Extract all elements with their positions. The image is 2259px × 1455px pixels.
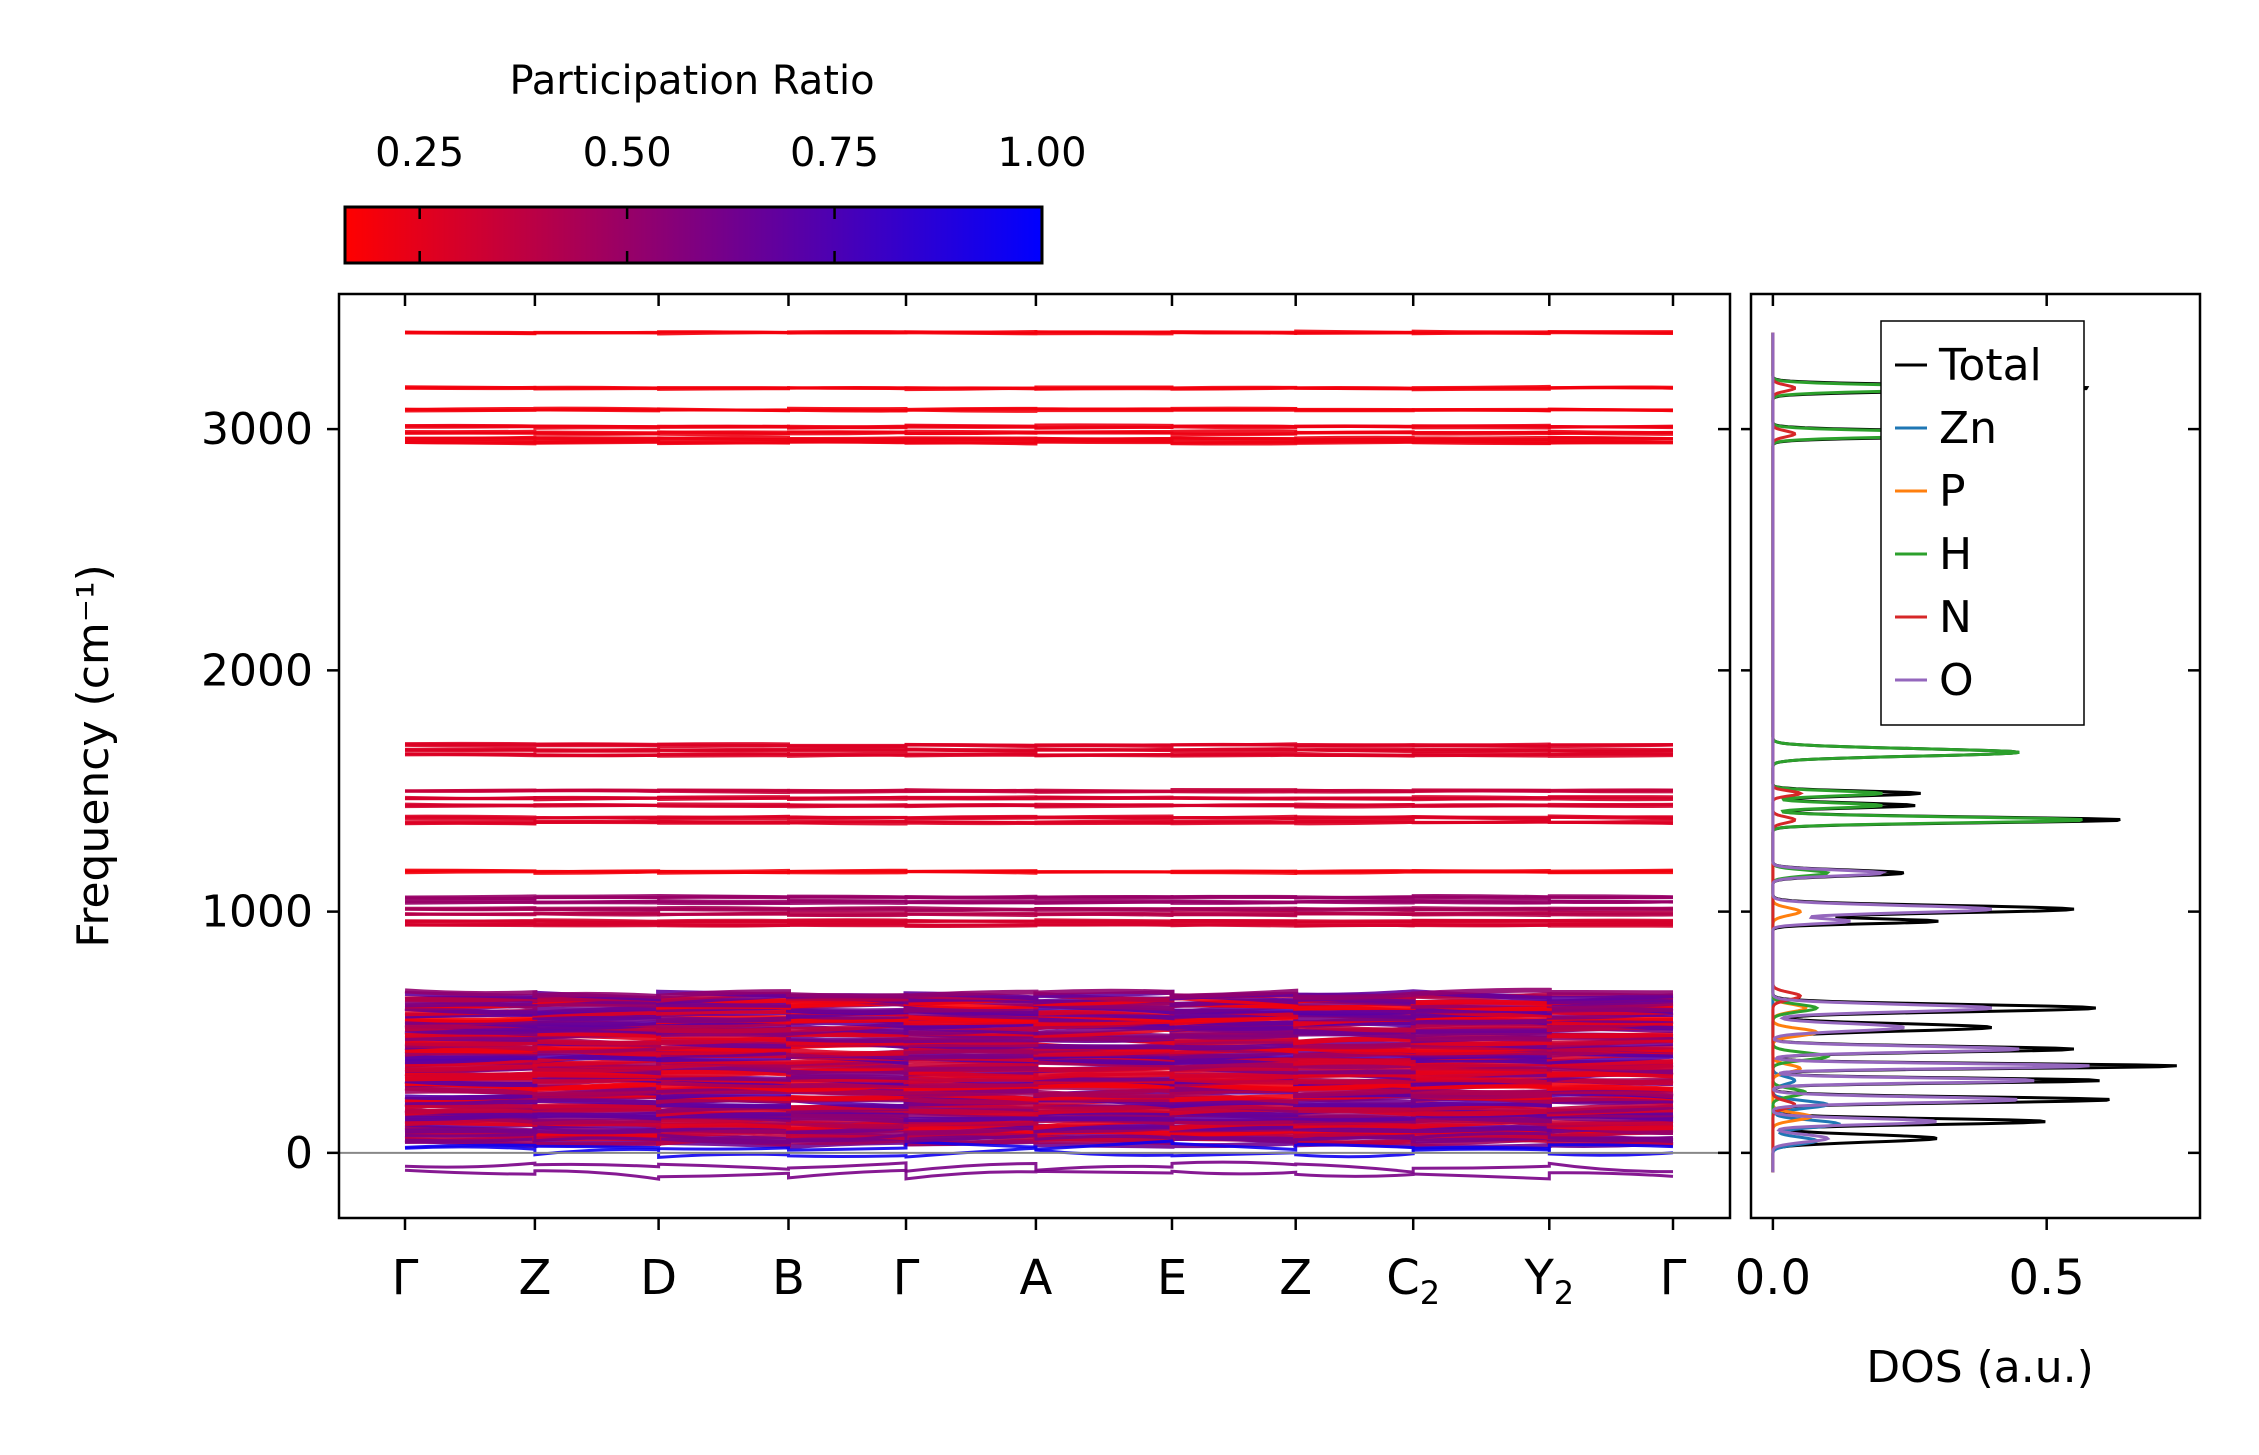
kpoint-label: C2	[1386, 1250, 1440, 1312]
dos-curve-p	[1771, 332, 1820, 1173]
band-structure-panel: 0 1000 2000 3000 Γ Z D B Γ A E Z C2 Y2 Γ Frequency (c…	[68, 292, 1732, 1312]
kpoint-label: Z	[1279, 1250, 1312, 1306]
dos-frequency-ticks	[1741, 427, 2200, 1155]
phonon-band	[404, 741, 1674, 747]
kpoint-label: E	[1157, 1250, 1187, 1306]
phonon-band	[404, 906, 1674, 911]
dos-tick-label: 0.0	[1735, 1250, 1811, 1306]
phonon-band	[404, 910, 1674, 916]
colorbar-tick-labels: 0.25 0.50 0.75 1.00	[375, 130, 1086, 176]
dos-plot-frame	[1749, 292, 2202, 1220]
phonon-band	[404, 802, 1674, 808]
phonon-band	[404, 751, 1674, 757]
phonon-band	[404, 787, 1674, 793]
phonon-band	[404, 423, 1674, 429]
phonon-band	[404, 868, 1674, 874]
phonon-band	[404, 987, 1674, 1000]
colorbar-tick-label: 0.75	[790, 130, 879, 176]
legend-label-o: O	[1939, 655, 1974, 706]
dos-axis-label: DOS (a.u.)	[1866, 1342, 2094, 1393]
phonon-band	[404, 898, 1674, 904]
legend-label-h: H	[1939, 529, 1972, 580]
frequency-axis-ticks: 0 1000 2000 3000	[201, 404, 1730, 1179]
dos-curves	[1771, 332, 2177, 1173]
frequency-tick-label: 1000	[201, 887, 313, 938]
frequency-tick-label: 2000	[201, 645, 313, 696]
frequency-tick-label: 3000	[201, 404, 313, 455]
phonon-band	[404, 1139, 1674, 1152]
colorbar-gradient	[343, 205, 1044, 265]
phonon-band	[404, 429, 1674, 435]
phonon-band	[404, 921, 1674, 927]
dos-axis-ticks: 0.0 0.5	[1735, 294, 2085, 1306]
kpoint-label: Z	[518, 1250, 551, 1306]
colorbar-label: Participation Ratio	[509, 58, 874, 104]
phonon-band	[404, 918, 1674, 924]
legend-label-n: N	[1939, 592, 1972, 643]
phonon-band	[404, 795, 1674, 801]
phonon-band	[404, 893, 1674, 899]
phonon-band	[404, 406, 1674, 412]
legend-frame	[1880, 320, 2085, 726]
legend-label-p: P	[1939, 466, 1966, 517]
colorbar-ticks	[418, 207, 836, 263]
phonon-band	[404, 435, 1674, 441]
dos-curve-zn	[1771, 332, 1842, 1173]
dos-tick-label: 0.5	[2009, 1250, 2085, 1306]
phonon-band	[404, 384, 1674, 390]
phonon-band	[404, 814, 1674, 820]
dos-curve-o	[1771, 332, 2090, 1173]
colorbar: Participation Ratio 0.25 0.50 0.75 1.00	[343, 58, 1087, 265]
phonon-band	[404, 746, 1674, 753]
frequency-tick-label: 0	[285, 1128, 313, 1179]
kpoint-label: B	[772, 1250, 805, 1306]
phonon-band	[404, 1168, 1674, 1181]
kpoint-label: Γ	[392, 1250, 419, 1306]
legend-label-zn: Zn	[1939, 403, 1997, 454]
phonon-band	[404, 439, 1674, 444]
phonon-band	[404, 329, 1674, 335]
kpoint-label: A	[1019, 1250, 1052, 1306]
kpoint-label: Γ	[893, 1250, 920, 1306]
band-plot-frame	[337, 292, 1732, 1220]
dos-curve-n	[1771, 332, 1804, 1173]
legend-label-total: Total	[1938, 340, 2042, 391]
phonon-band	[404, 819, 1674, 824]
colorbar-tick-label: 1.00	[997, 130, 1086, 176]
kpoint-label: Γ	[1660, 1250, 1687, 1306]
kpoint-label: D	[640, 1250, 677, 1306]
kpoint-label: Y2	[1523, 1250, 1574, 1312]
phonon-bands	[404, 329, 1674, 1181]
frequency-axis-label: Frequency (cm⁻¹)	[68, 564, 119, 948]
phonon-band	[404, 1160, 1674, 1174]
colorbar-tick-label: 0.50	[583, 130, 672, 176]
colorbar-tick-label: 0.25	[375, 130, 464, 176]
phonon-band	[404, 1131, 1674, 1145]
